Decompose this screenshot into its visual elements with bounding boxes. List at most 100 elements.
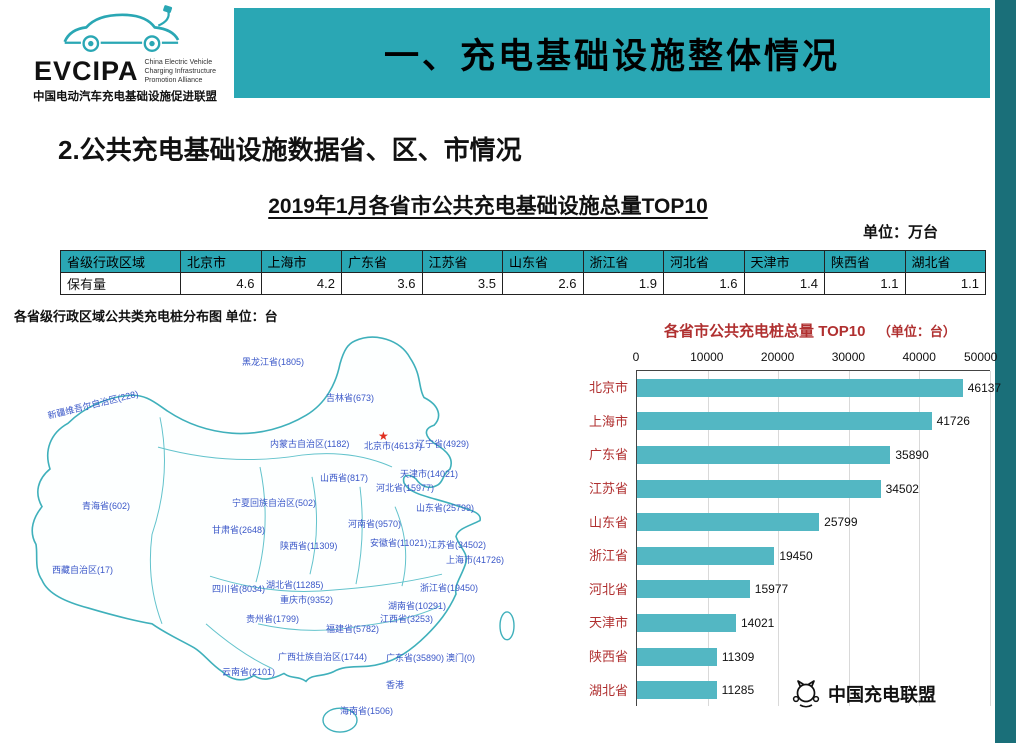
map-province-label: 江苏省(34502) — [428, 540, 487, 550]
bar-value-label: 25799 — [824, 515, 858, 530]
bar — [637, 378, 963, 397]
china-outline-map-graphic — [31, 336, 515, 733]
beijing-star-icon: ★ — [378, 429, 389, 443]
map-province-label: 山东省(25799) — [416, 503, 475, 513]
bar-row: 41726 — [637, 405, 990, 439]
bar-value-label: 19450 — [779, 548, 813, 563]
logo-en-line1: China Electric Vehicle — [144, 59, 213, 66]
table-holding-value: 1.1 — [904, 272, 986, 295]
table-holding-value: 1.1 — [824, 272, 906, 295]
map-province-label: 甘肃省(2648) — [212, 525, 266, 535]
map-province-label: 内蒙古自治区(1182) — [270, 439, 350, 449]
bar-category-label: 北京市 — [588, 380, 628, 396]
map-province-label: 浙江省(19450) — [420, 583, 479, 593]
map-province-label: 天津市(14021) — [400, 469, 459, 479]
bar-category-label: 山东省 — [588, 514, 628, 530]
chart-plot-area: 46137 41726 35890 34502 25799 19450 15977 14021… — [636, 370, 1001, 707]
x-axis-ticks: 0 10000 20000 30000 40000 50000 — [632, 350, 998, 366]
bar-row: 25799 — [637, 505, 990, 539]
map-province-label: 河北省(15977) — [376, 483, 435, 493]
map-province-label: 西藏自治区(17) — [52, 565, 114, 575]
map-province-label: 贵州省(1799) — [246, 614, 300, 624]
x-tick-label: 30000 — [831, 350, 866, 364]
table-province-header: 北京市 — [180, 250, 262, 273]
table-holding-value: 1.6 — [663, 272, 745, 295]
bar — [637, 546, 775, 565]
summary-table-title: 2019年1月各省市公共充电基础设施总量TOP10 — [268, 195, 708, 218]
bar-row: 46137 — [637, 371, 1001, 405]
x-tick-label: 50000 — [963, 350, 998, 364]
bar-row: 15977 — [637, 573, 990, 607]
bar-value-label: 11285 — [721, 683, 755, 698]
bar — [637, 580, 750, 599]
bar-value-label: 41726 — [936, 414, 970, 429]
footer-brand-text: 中国充电联盟 — [828, 685, 936, 705]
map-province-label: 云南省(2101) — [222, 667, 276, 677]
bar-category-label: 浙江省 — [588, 548, 628, 564]
map-province-label: 黑龙江省(1805) — [242, 357, 305, 367]
gridline — [919, 371, 921, 706]
map-province-label: 海南省(1506) — [340, 706, 394, 716]
logo-acronym: EVCIPA — [33, 56, 139, 87]
table-corner-header: 省级行政区域 — [60, 250, 181, 273]
logo-en-line3: Promotion Alliance — [144, 77, 203, 85]
slide-title: 一、充电基础设施整体情况 — [383, 36, 840, 76]
bar-value-label: 34502 — [885, 481, 919, 496]
y-axis-category-labels: 北京市 上海市 广东省 江苏省 山东省 浙江省 河北省 天津市 陕西省 湖北省 — [584, 370, 636, 706]
table-holding-value: 1.4 — [743, 272, 825, 295]
table-holding-value: 4.2 — [260, 272, 342, 295]
top10-bar-chart: 各省市公共充电桩总量 TOP10 （单位：台） 0 10000 20000 30000… — [584, 320, 1001, 710]
china-distribution-map: ★ 黑龙江省(1805) 吉林省(673) 新疆维吾尔自治区(228) 内蒙古自治区(… — [10, 326, 570, 738]
bar — [637, 513, 820, 532]
map-province-label: 安徽省(11021) — [370, 538, 428, 548]
map-province-label: 青海省(602) — [82, 501, 131, 511]
bar-value-label: 15977 — [754, 582, 789, 597]
summary-table-header-row: 省级行政区域 北京市 上海市 广东省 江苏省 山东省 浙江省 河北省 天津市 陕西省 湖北省 — [60, 250, 986, 273]
summary-title-wrap: 2019年1月各省市公共充电基础设施总量TOP10 — [0, 190, 976, 220]
bar-row: 11285 — [637, 673, 990, 707]
table-province-header: 江苏省 — [421, 250, 503, 273]
summary-unit-note: 单位：万台 — [862, 224, 938, 241]
bar-row: 35890 — [637, 438, 990, 472]
map-province-label: 上海市(41726) — [446, 555, 505, 565]
bar-value-label: 35890 — [895, 447, 929, 462]
bar-value-label: 14021 — [740, 615, 775, 630]
bar — [637, 613, 736, 632]
map-province-label: 吉林省(673) — [326, 393, 375, 403]
table-province-header: 广东省 — [341, 250, 423, 273]
bar — [637, 681, 717, 700]
map-province-label: 山西省(817) — [320, 473, 369, 483]
map-province-label: 宁夏回族自治区(502) — [232, 498, 317, 508]
title-banner: 一、充电基础设施整体情况 — [234, 8, 990, 98]
gridline — [707, 371, 709, 706]
chart-title: 各省市公共充电桩总量 TOP10 — [664, 323, 866, 340]
logo-english-name: China Electric Vehicle Charging Infrastr… — [144, 58, 216, 85]
map-province-label: 湖南省(10291) — [388, 601, 447, 611]
bar-category-label: 江苏省 — [588, 481, 628, 497]
table-province-header: 浙江省 — [582, 250, 664, 273]
table-holding-value: 2.6 — [502, 272, 584, 295]
table-row-label: 保有量 — [60, 272, 181, 295]
table-province-header: 山东省 — [502, 250, 584, 273]
gridline — [990, 371, 991, 706]
hainan-island-shape — [322, 707, 358, 733]
bar — [637, 445, 891, 464]
cat-logo-icon — [792, 680, 820, 708]
gridline — [848, 371, 850, 706]
bar-row: 19450 — [637, 539, 990, 573]
x-tick-label: 0 — [632, 350, 640, 364]
bar-category-label: 湖北省 — [588, 682, 628, 698]
bar-row: 34502 — [637, 472, 990, 506]
bar-row: 11309 — [637, 640, 990, 674]
map-province-label: 河南省(9570) — [348, 519, 402, 529]
map-province-label: 江西省(3253) — [380, 614, 434, 624]
x-tick-label: 20000 — [760, 350, 795, 364]
table-holding-value: 3.6 — [341, 272, 423, 295]
bar-category-label: 河北省 — [588, 581, 628, 597]
chart-unit-label: （单位：台） — [877, 324, 956, 339]
bar — [637, 647, 717, 666]
summary-table-value-row: 保有量 4.6 4.2 3.6 3.5 2.6 1.9 1.6 1.4 1.1 1.1 — [60, 272, 986, 295]
gridline — [778, 371, 780, 706]
chart-title-row: 各省市公共充电桩总量 TOP10 （单位：台） — [624, 320, 996, 341]
